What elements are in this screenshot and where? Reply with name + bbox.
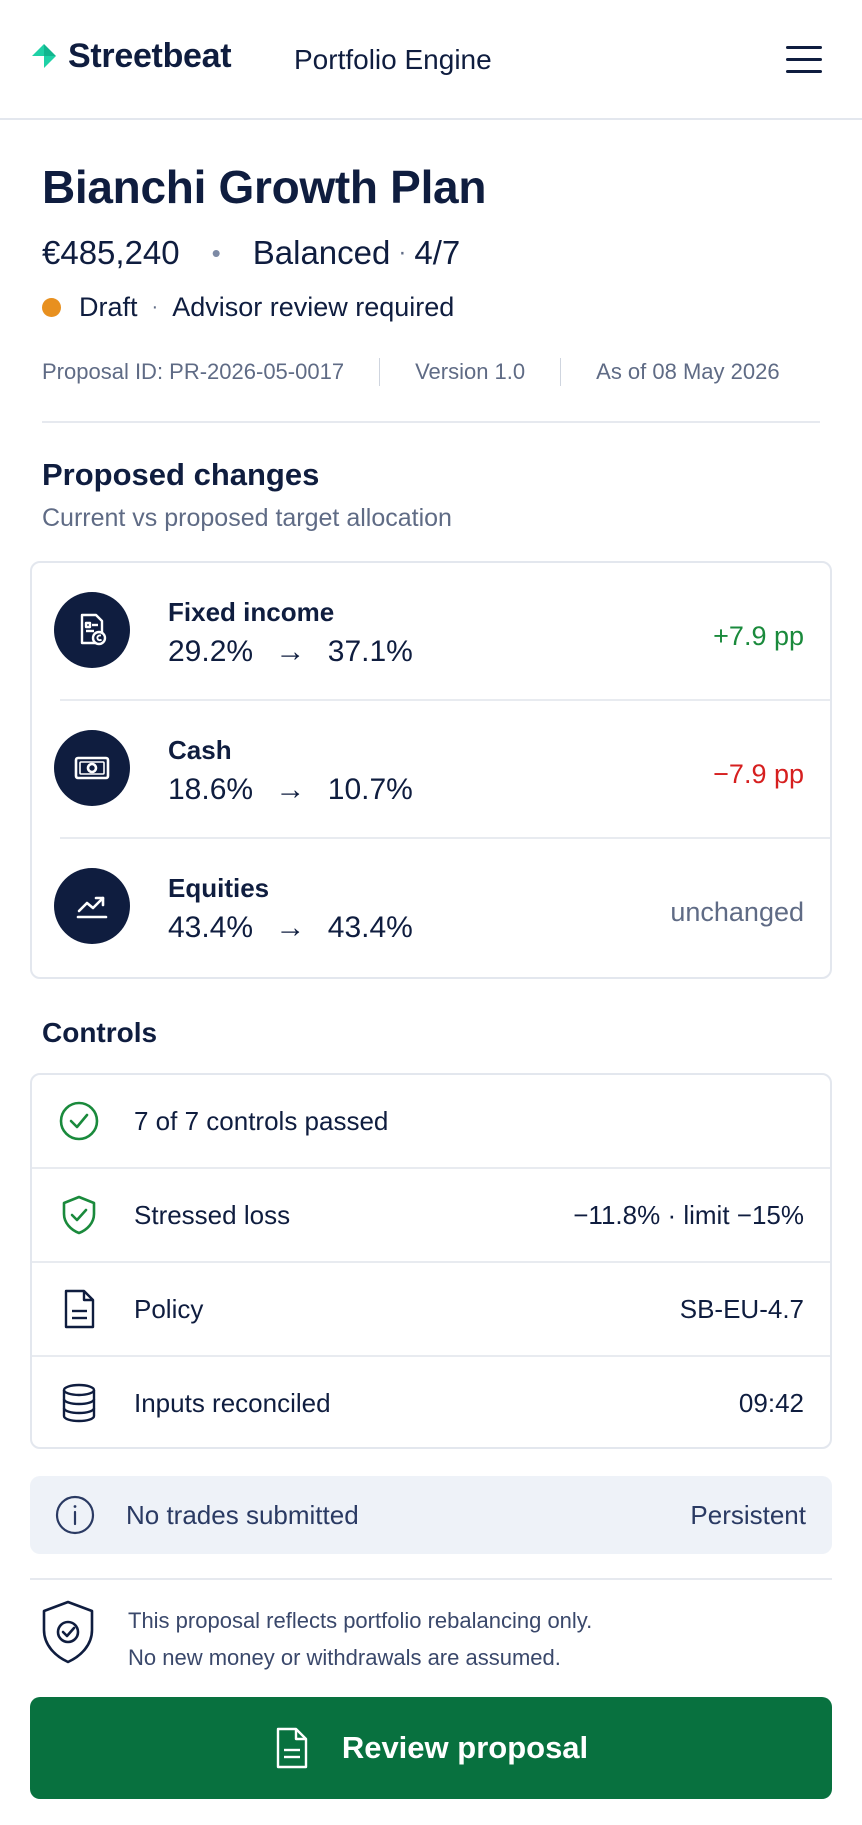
shield-check-icon <box>56 1192 102 1238</box>
proposal-date: As of 08 May 2026 <box>596 359 780 384</box>
asset-class-name: Equities <box>168 873 270 903</box>
proposal-id: Proposal ID: PR-2026-05-0017 <box>42 359 345 384</box>
plan-summary: €485,240 • Balanced · 4/7 <box>42 234 460 272</box>
controls-card: 7 of 7 controls passed Stressed loss −11… <box>30 1073 832 1449</box>
allocation-change: 18.6% → 10.7% <box>168 773 413 807</box>
disclaimer-text: This proposal reflects portfolio rebalan… <box>128 1602 808 1676</box>
allocation-change: 29.2% → 37.1% <box>168 635 413 669</box>
review-proposal-label: Review proposal <box>341 1730 589 1765</box>
plan-value: €485,240 <box>42 234 180 271</box>
current-allocation: 29.2% <box>168 635 254 668</box>
current-allocation: 18.6% <box>168 773 254 806</box>
control-row-summary[interactable]: 7 of 7 controls passed <box>32 1075 830 1169</box>
hamburger-menu-icon[interactable] <box>784 44 826 76</box>
control-label: Inputs reconciled <box>134 1388 331 1418</box>
proposed-allocation: 43.4% <box>327 911 413 944</box>
shield-badge-icon <box>42 1600 94 1664</box>
allocation-delta: unchanged <box>670 897 804 927</box>
allocation-card: Fixed income 29.2% → 37.1% +7.9 pp Cash … <box>30 561 832 979</box>
arrow-right-icon: → <box>275 773 306 806</box>
risk-level: 4/7 <box>414 234 461 271</box>
brand-name: Streetbeat <box>68 36 232 75</box>
control-value: −11.8% · limit −15% <box>573 1200 804 1230</box>
product-name: Portfolio Engine <box>294 44 492 75</box>
allocation-delta: −7.9 pp <box>713 759 804 789</box>
notice-text: No trades submitted <box>126 1500 359 1530</box>
status-dot-icon <box>42 298 61 317</box>
proposed-allocation: 10.7% <box>327 773 413 806</box>
status-line: Draft · Advisor review required <box>42 292 454 323</box>
section-divider <box>42 421 820 423</box>
control-row-policy[interactable]: Policy SB-EU-4.7 <box>32 1263 830 1357</box>
section-divider <box>30 1578 832 1580</box>
trades-notice: No trades submitted Persistent <box>30 1476 832 1554</box>
control-label: 7 of 7 controls passed <box>134 1106 389 1136</box>
separator: • <box>211 237 221 268</box>
controls-title: Controls <box>42 1017 158 1048</box>
brand-logo[interactable]: Streetbeat <box>28 36 232 76</box>
check-circle-icon <box>56 1098 102 1144</box>
review-proposal-button[interactable]: Review proposal <box>30 1697 832 1799</box>
risk-profile: Balanced <box>252 234 391 271</box>
proposed-changes-subtitle: Current vs proposed target allocation <box>42 504 452 532</box>
plan-title: Bianchi Growth Plan <box>42 161 487 213</box>
arrow-right-icon: → <box>275 635 306 668</box>
notice-status: Persistent <box>690 1500 806 1530</box>
database-icon <box>56 1380 102 1426</box>
disclaimer-line: No new money or withdrawals are assumed. <box>128 1645 561 1670</box>
row-divider <box>60 699 830 701</box>
control-label: Policy <box>134 1294 204 1324</box>
policy-document-icon <box>56 1286 102 1332</box>
control-label: Stressed loss <box>134 1200 291 1230</box>
asset-class-name: Fixed income <box>168 597 335 627</box>
divider <box>560 358 562 386</box>
allocation-row-cash[interactable]: Cash 18.6% → 10.7% −7.9 pp <box>32 701 830 839</box>
allocation-change: 43.4% → 43.4% <box>168 911 413 945</box>
current-allocation: 43.4% <box>168 911 254 944</box>
cash-banknote-icon <box>54 730 130 806</box>
streetbeat-logo-icon <box>32 44 56 68</box>
document-icon <box>276 1727 308 1769</box>
info-icon <box>55 1495 95 1535</box>
trending-up-chart-icon <box>54 868 130 944</box>
control-row-stressed-loss[interactable]: Stressed loss −11.8% · limit −15% <box>32 1169 830 1263</box>
status-badge: Draft <box>79 292 138 322</box>
control-value: 09:42 <box>738 1388 804 1418</box>
control-row-inputs-reconciled[interactable]: Inputs reconciled 09:42 <box>32 1357 830 1451</box>
status-note: Advisor review required <box>172 292 455 322</box>
proposal-meta: Proposal ID: PR-2026-05-0017 Version 1.0… <box>42 358 780 386</box>
app-header: Streetbeat Portfolio Engine <box>0 0 862 120</box>
disclaimer-line: This proposal reflects portfolio rebalan… <box>128 1608 593 1633</box>
fixed-income-document-icon <box>54 592 130 668</box>
proposed-changes-title: Proposed changes <box>42 457 320 492</box>
arrow-right-icon: → <box>275 911 306 944</box>
proposal-version: Version 1.0 <box>415 359 526 384</box>
separator: · <box>151 296 159 318</box>
control-value: SB-EU-4.7 <box>679 1294 804 1324</box>
allocation-row-fixed-income[interactable]: Fixed income 29.2% → 37.1% +7.9 pp <box>32 563 830 701</box>
allocation-row-equities[interactable]: Equities 43.4% → 43.4% unchanged <box>32 839 830 977</box>
row-divider <box>60 837 830 839</box>
allocation-delta: +7.9 pp <box>713 621 804 651</box>
proposed-allocation: 37.1% <box>327 635 413 668</box>
asset-class-name: Cash <box>168 735 232 765</box>
divider <box>379 358 381 386</box>
separator: · <box>398 239 407 266</box>
